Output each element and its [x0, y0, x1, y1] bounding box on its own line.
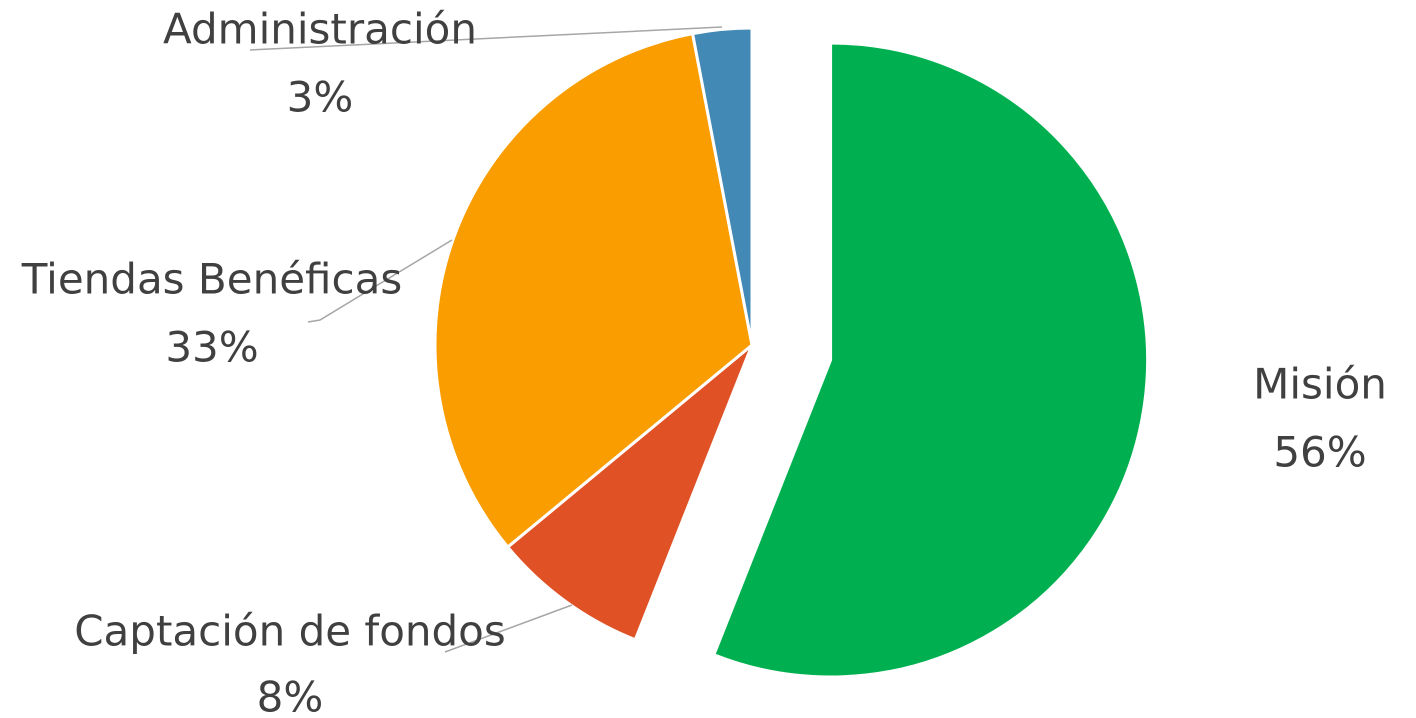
pie-slice	[711, 41, 1150, 679]
slice-label: Misión	[1253, 360, 1387, 409]
slice-value-label: 56%	[1273, 428, 1366, 477]
leader-line	[307, 239, 453, 323]
slice-value-label: 8%	[257, 673, 324, 718]
leader-line	[444, 604, 573, 653]
slice-label: Captación de fondos	[74, 607, 506, 656]
slice-label: Tiendas Benéficas	[21, 255, 402, 304]
pie-slice	[690, 26, 754, 346]
slice-value-label: 3%	[287, 73, 354, 122]
pie-slice	[505, 343, 754, 642]
leader-line	[249, 26, 723, 51]
slice-label: Administración	[163, 5, 477, 54]
pie-slice	[433, 31, 754, 550]
slice-value-label: 33%	[165, 323, 258, 372]
